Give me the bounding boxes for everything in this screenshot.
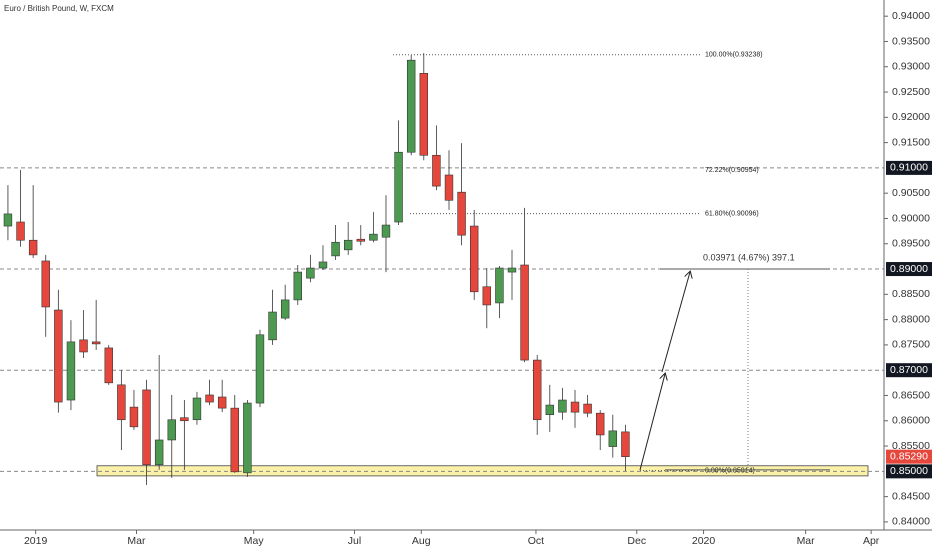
y-tick-label: 0.93000	[892, 61, 930, 73]
level-label: 0.87000	[890, 364, 928, 376]
candle-body	[167, 419, 176, 441]
level-label: 0.91000	[890, 162, 928, 174]
candle-body	[3, 213, 13, 227]
candle-body	[54, 309, 63, 403]
last-price-box	[886, 449, 932, 464]
x-tick-label: Jul	[348, 535, 361, 547]
y-tick-label: 0.90000	[892, 212, 930, 224]
candle-body	[570, 401, 580, 413]
candle-body	[280, 299, 290, 319]
x-tick-label: Apr	[863, 535, 880, 547]
candle-body	[343, 239, 353, 251]
y-tick-label: 0.90500	[892, 187, 930, 199]
x-tick-label: Oct	[528, 535, 544, 547]
candle-body	[142, 389, 151, 466]
candle-body	[406, 59, 416, 153]
y-tick-label: 0.88500	[892, 288, 930, 300]
candle-body	[28, 239, 38, 256]
level-label: 0.89000	[890, 263, 928, 275]
fib-label: 61.80%(0.90096)	[705, 210, 759, 217]
y-tick-label: 0.86000	[892, 415, 930, 427]
fib-label: 100.00%(0.93238)	[705, 52, 763, 59]
level-label-box	[886, 363, 932, 378]
candle-body	[129, 406, 139, 428]
candle-body	[41, 260, 50, 308]
candle-body	[381, 224, 391, 238]
candle-body	[230, 407, 239, 473]
x-tick-label: 2020	[692, 535, 716, 547]
candle-body	[180, 417, 189, 422]
candle-body	[558, 399, 567, 413]
y-tick-label: 0.89500	[892, 238, 930, 250]
candle-body	[306, 267, 315, 279]
candle-body	[91, 341, 101, 345]
candle-body	[117, 384, 126, 421]
candle-body	[394, 151, 403, 223]
candle-body	[255, 334, 265, 404]
y-tick-label: 0.84000	[892, 516, 930, 528]
y-tick-label: 0.84500	[892, 490, 930, 502]
level-label-box	[886, 160, 932, 175]
candle-body	[331, 241, 340, 257]
level-label-box	[886, 464, 932, 479]
measure-label: 0.03971 (4.67%) 397.1	[703, 252, 795, 262]
candle-body	[419, 73, 428, 156]
y-tick-label: 0.86500	[892, 389, 930, 401]
fib-label: 72.22%(0.90954)	[705, 167, 759, 174]
candle-body	[432, 154, 441, 187]
candle-body	[205, 394, 214, 403]
candle-body	[104, 347, 113, 384]
candle-body	[583, 403, 592, 414]
candle-body	[79, 339, 88, 353]
candle-body	[457, 191, 466, 236]
candle-body	[608, 430, 618, 447]
candle-body	[507, 267, 517, 273]
candle-body	[243, 402, 252, 474]
candle-body	[495, 267, 504, 304]
x-tick-label: Mar	[797, 535, 816, 547]
candle-body	[293, 271, 302, 301]
candle-body	[369, 233, 378, 241]
candle-body	[318, 261, 328, 269]
level-label: 0.85000	[890, 465, 928, 477]
arrow	[639, 374, 665, 471]
candle-body	[596, 412, 605, 436]
level-label-box	[886, 262, 932, 277]
y-tick-label: 0.88000	[892, 313, 930, 325]
candle-body	[482, 286, 492, 306]
fib-label: 0.00%(0.85014)	[705, 467, 755, 474]
x-tick-label: 2019	[24, 535, 48, 547]
candle-body	[268, 311, 277, 341]
candle-body	[545, 404, 555, 415]
candle-body	[154, 439, 164, 466]
x-tick-label: May	[244, 535, 265, 547]
arrow	[661, 272, 690, 373]
x-tick-label: Aug	[412, 535, 431, 547]
candle-body	[469, 225, 479, 293]
chart-title: Euro / British Pound, W, FXCM	[4, 4, 114, 13]
x-tick-label: Mar	[127, 535, 146, 547]
y-tick-label: 0.92500	[892, 86, 930, 98]
candle-body	[217, 396, 227, 409]
y-tick-label: 0.94000	[892, 10, 930, 22]
candle-body	[66, 341, 76, 401]
candle-body	[356, 238, 365, 242]
candle-body	[621, 431, 630, 457]
y-tick-label: 0.85500	[892, 440, 930, 452]
last-price-label: 0.85290	[890, 450, 928, 462]
candle-body	[532, 359, 542, 421]
support-zone	[96, 465, 869, 477]
y-tick-label: 0.93500	[892, 35, 930, 47]
candle-body	[16, 221, 25, 241]
candle-body	[444, 174, 454, 201]
y-tick-label: 0.91500	[892, 136, 930, 148]
candle-body	[520, 264, 529, 361]
candle-body	[192, 397, 202, 421]
y-tick-label: 0.87500	[892, 339, 930, 351]
y-tick-label: 0.92000	[892, 111, 930, 123]
x-tick-label: Dec	[627, 535, 646, 547]
